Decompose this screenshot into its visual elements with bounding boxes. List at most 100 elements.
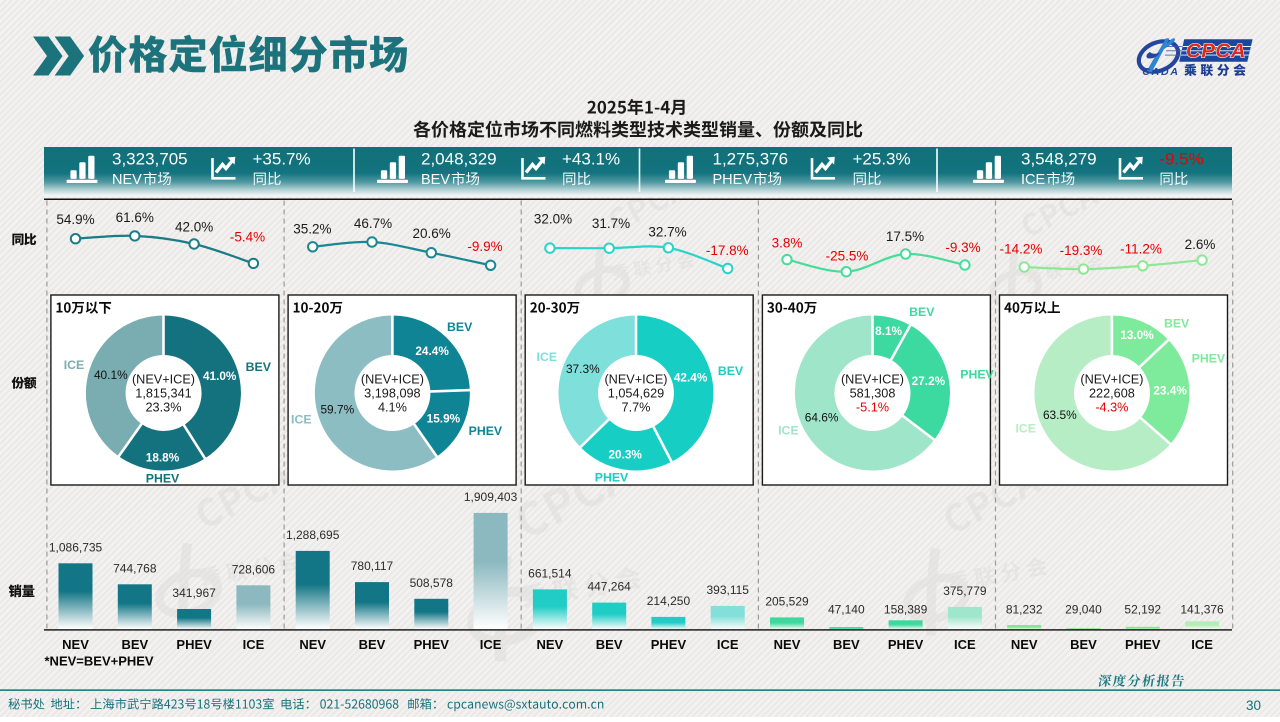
svg-text:32.0%: 32.0% (534, 211, 572, 226)
svg-text:3,548,279: 3,548,279 (1021, 150, 1097, 169)
svg-text:+43.1%: +43.1% (562, 150, 620, 169)
svg-text:-19.3%: -19.3% (1060, 243, 1103, 258)
svg-text:17.5%: 17.5% (886, 229, 924, 244)
svg-text:BEV: BEV (359, 637, 386, 652)
svg-text:205,529: 205,529 (765, 594, 809, 608)
svg-text:375,779: 375,779 (943, 584, 987, 598)
svg-text:PHEV: PHEV (176, 637, 212, 652)
svg-text:BEV: BEV (447, 320, 473, 334)
svg-text:BEV: BEV (1070, 637, 1097, 652)
svg-text:63.5%: 63.5% (1043, 408, 1077, 422)
svg-text:ICE: ICE (291, 412, 312, 426)
svg-text:13.0%: 13.0% (1120, 328, 1154, 342)
svg-text:NEV: NEV (774, 637, 801, 652)
svg-text:214,250: 214,250 (647, 594, 691, 608)
svg-text:-5.4%: -5.4% (230, 229, 265, 244)
svg-text:661,514: 661,514 (528, 566, 572, 580)
svg-text:+25.3%: +25.3% (853, 150, 911, 169)
svg-text:54.9%: 54.9% (56, 212, 94, 227)
svg-text:PHEV: PHEV (146, 471, 180, 485)
svg-text:PHEV: PHEV (960, 367, 994, 381)
svg-text:BEV: BEV (246, 360, 272, 374)
svg-text:30: 30 (1246, 698, 1261, 713)
svg-text:PHEV: PHEV (713, 172, 753, 188)
svg-text:81,232: 81,232 (1006, 603, 1043, 617)
svg-text:7.7%: 7.7% (622, 401, 651, 415)
svg-text:581,308: 581,308 (850, 387, 896, 401)
svg-text:BEV: BEV (833, 637, 860, 652)
svg-text:(NEV+ICE): (NEV+ICE) (604, 373, 667, 387)
svg-text:744,768: 744,768 (113, 561, 157, 575)
svg-text:NEV: NEV (112, 172, 142, 188)
svg-text:NEV: NEV (1011, 637, 1038, 652)
svg-text:PHEV: PHEV (1125, 637, 1161, 652)
svg-text:447,264: 447,264 (587, 580, 631, 594)
svg-text:508,578: 508,578 (410, 576, 454, 590)
svg-text:-9.3%: -9.3% (945, 240, 980, 255)
svg-text:(NEV+ICE): (NEV+ICE) (1080, 373, 1143, 387)
svg-text:47,140: 47,140 (828, 603, 865, 617)
svg-text:728,606: 728,606 (232, 562, 276, 576)
svg-text:-9.9%: -9.9% (467, 239, 502, 254)
svg-text:BEV: BEV (718, 364, 744, 378)
svg-text:23.4%: 23.4% (1153, 384, 1187, 398)
svg-text:20.6%: 20.6% (412, 226, 450, 241)
svg-text:42.0%: 42.0% (175, 220, 213, 235)
svg-text:158,389: 158,389 (884, 603, 928, 617)
svg-text:PHEV: PHEV (651, 637, 687, 652)
svg-text:40.1%: 40.1% (94, 368, 128, 382)
svg-text:CADA: CADA (1142, 66, 1180, 78)
svg-text:PHEV: PHEV (595, 471, 629, 485)
svg-text:59.7%: 59.7% (320, 402, 354, 416)
svg-text:46.7%: 46.7% (354, 216, 392, 231)
svg-text:ICE: ICE (243, 637, 265, 652)
svg-text:23.3%: 23.3% (146, 401, 182, 415)
svg-text:BEV: BEV (421, 172, 450, 188)
svg-text:141,376: 141,376 (1180, 603, 1224, 617)
svg-text:NEV: NEV (62, 637, 89, 652)
svg-text:+35.7%: +35.7% (253, 150, 311, 169)
svg-text:52,192: 52,192 (1124, 603, 1161, 617)
svg-text:*NEV=BEV+PHEV: *NEV=BEV+PHEV (45, 654, 154, 669)
svg-text:29,040: 29,040 (1065, 603, 1102, 617)
svg-text:CPCA: CPCA (1186, 40, 1246, 63)
svg-text:ICE: ICE (1015, 421, 1036, 435)
svg-text:1,275,376: 1,275,376 (713, 150, 789, 169)
svg-text:1,815,341: 1,815,341 (135, 387, 191, 401)
svg-text:-4.3%: -4.3% (1095, 401, 1128, 415)
svg-text:(NEV+ICE): (NEV+ICE) (361, 373, 424, 387)
svg-text:ICE: ICE (537, 350, 558, 364)
svg-text:BEV: BEV (1164, 317, 1190, 331)
svg-text:NEV: NEV (536, 637, 563, 652)
svg-text:ICE: ICE (1021, 172, 1046, 188)
svg-text:3.8%: 3.8% (772, 236, 803, 251)
svg-text:PHEV: PHEV (1192, 351, 1226, 365)
svg-text:(NEV+ICE): (NEV+ICE) (841, 373, 904, 387)
svg-text:2,048,329: 2,048,329 (421, 150, 497, 169)
svg-text:(NEV+ICE): (NEV+ICE) (132, 373, 195, 387)
svg-text:-17.8%: -17.8% (706, 243, 749, 258)
svg-text:1,054,629: 1,054,629 (608, 387, 664, 401)
svg-text:-25.5%: -25.5% (826, 249, 869, 264)
svg-text:ICE: ICE (954, 637, 976, 652)
svg-text:41.0%: 41.0% (203, 369, 237, 383)
svg-text:18.8%: 18.8% (146, 451, 180, 465)
svg-text:BEV: BEV (121, 637, 148, 652)
svg-text:32.7%: 32.7% (648, 224, 686, 239)
svg-text:341,967: 341,967 (172, 586, 216, 600)
svg-text:27.2%: 27.2% (912, 374, 946, 388)
svg-text:ICE: ICE (778, 424, 799, 438)
svg-text:ICE: ICE (480, 637, 502, 652)
svg-text:PHEV: PHEV (414, 637, 450, 652)
svg-text:2.6%: 2.6% (1185, 237, 1216, 252)
svg-text:15.9%: 15.9% (427, 411, 461, 425)
svg-text:4.1%: 4.1% (378, 401, 407, 415)
svg-text:42.4%: 42.4% (674, 371, 708, 385)
svg-text:31.7%: 31.7% (592, 216, 630, 231)
svg-text:1,086,735: 1,086,735 (49, 540, 103, 554)
svg-text:-14.2%: -14.2% (1000, 242, 1043, 257)
svg-text:24.4%: 24.4% (415, 344, 449, 358)
svg-text:393,115: 393,115 (706, 583, 749, 597)
svg-text:-11.2%: -11.2% (1120, 242, 1162, 257)
svg-text:ICE: ICE (64, 358, 85, 372)
